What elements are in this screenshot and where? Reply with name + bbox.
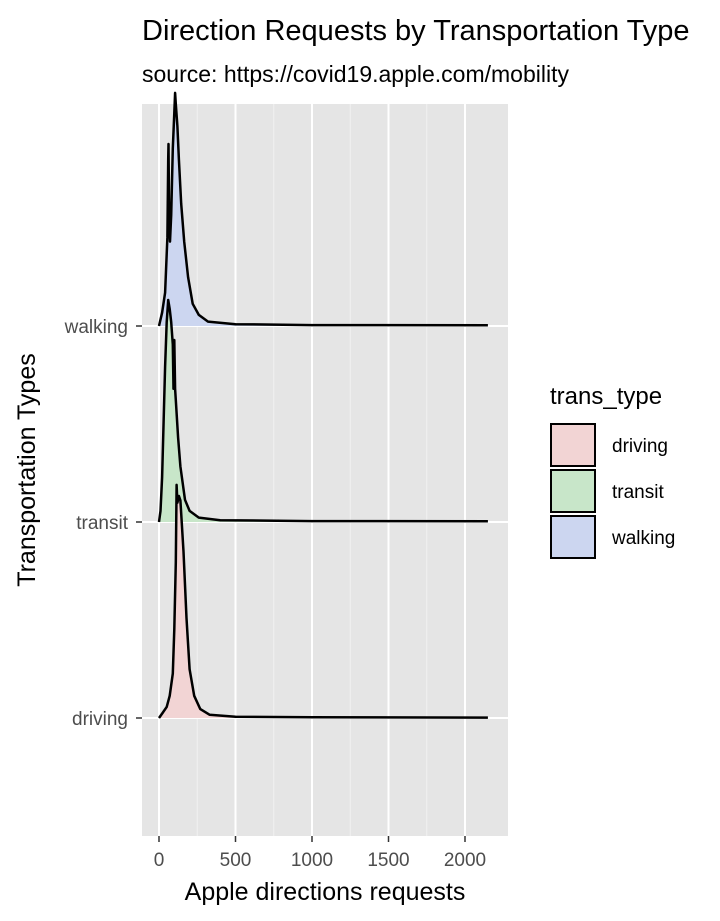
x-tick-label: 500 bbox=[220, 850, 252, 871]
legend-key-transit bbox=[550, 469, 596, 513]
chart-title: Direction Requests by Transportation Typ… bbox=[142, 15, 690, 47]
density-ridges bbox=[157, 91, 488, 719]
ridge-line-driving bbox=[157, 483, 488, 719]
x-tick-label: 1000 bbox=[291, 850, 333, 871]
ridge-fill-driving bbox=[159, 484, 488, 718]
legend-label-transit: transit bbox=[612, 482, 664, 503]
legend-label-driving: driving bbox=[612, 436, 668, 457]
legend-key-walking bbox=[550, 515, 596, 559]
y-tick-label-transit: transit bbox=[76, 513, 128, 534]
legend-items: driving transit walking bbox=[550, 423, 675, 559]
y-axis: driving transit walking bbox=[64, 317, 142, 730]
ridge-line-transit bbox=[157, 298, 488, 523]
x-axis-title: Apple directions requests bbox=[185, 878, 466, 906]
legend-label-walking: walking bbox=[611, 528, 675, 549]
legend-key-driving bbox=[550, 423, 596, 467]
x-tick-label: 2000 bbox=[444, 850, 486, 871]
legend-title: trans_type bbox=[550, 383, 662, 410]
y-tick-label-driving: driving bbox=[72, 709, 128, 730]
chart-subtitle: source: https://covid19.apple.com/mobili… bbox=[142, 61, 569, 87]
y-axis-title: Transportation Types bbox=[13, 353, 41, 586]
ridge-line-walking bbox=[157, 91, 488, 327]
x-tick-label: 0 bbox=[154, 850, 165, 871]
legend: trans_type driving transit walking bbox=[550, 383, 675, 559]
y-tick-label-walking: walking bbox=[64, 317, 128, 338]
x-axis: 0 500 1000 1500 2000 bbox=[154, 836, 486, 871]
x-tick-label: 1500 bbox=[367, 850, 409, 871]
